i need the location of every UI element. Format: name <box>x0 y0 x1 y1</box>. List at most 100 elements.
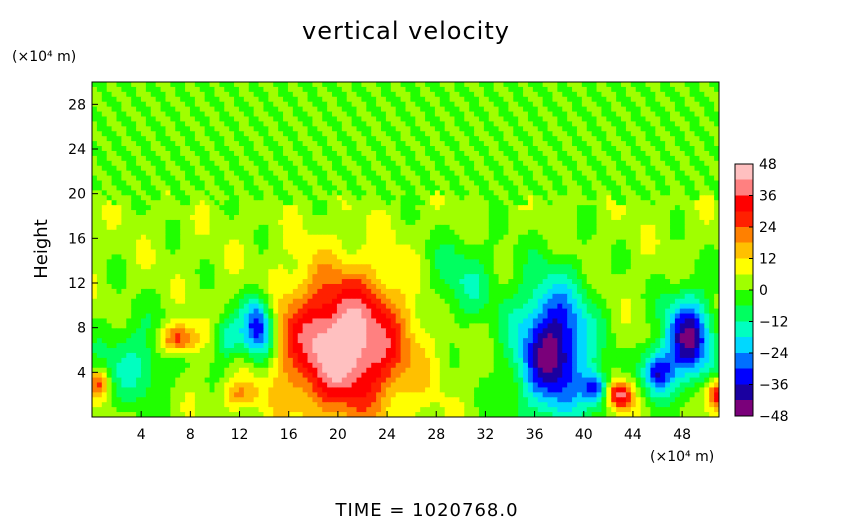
heatmap-cell <box>116 170 122 177</box>
heatmap-cell <box>513 165 519 172</box>
heatmap-cell <box>180 155 186 162</box>
heatmap-cell <box>366 175 372 182</box>
heatmap-cell <box>160 229 167 236</box>
heatmap-cell <box>371 150 377 157</box>
heatmap-cell <box>253 180 260 187</box>
heatmap-cell <box>684 101 691 108</box>
heatmap-cell <box>180 101 186 108</box>
heatmap-cell <box>635 96 642 103</box>
heatmap-cell <box>469 175 475 182</box>
heatmap-cell <box>194 180 201 187</box>
heatmap-cell <box>670 111 676 118</box>
heatmap-cell <box>606 131 612 137</box>
heatmap-cell <box>537 121 544 127</box>
heatmap-cell <box>126 244 132 251</box>
heatmap-cell <box>101 86 108 93</box>
heatmap-cell <box>287 136 294 142</box>
heatmap-cell <box>552 195 558 201</box>
heatmap-cell <box>376 185 382 191</box>
heatmap-cell <box>660 259 666 265</box>
heatmap-cell <box>513 136 519 142</box>
heatmap-cell <box>131 96 137 103</box>
heatmap-cell <box>650 91 656 98</box>
heatmap-cell <box>243 131 250 137</box>
heatmap-cell <box>263 215 269 221</box>
heatmap-cell <box>513 170 519 177</box>
heatmap-cell <box>248 165 255 172</box>
heatmap-cell <box>292 234 299 241</box>
heatmap-cell <box>351 116 358 123</box>
heatmap-cell <box>101 141 108 147</box>
heatmap-cell <box>635 239 642 246</box>
heatmap-cell <box>503 126 509 132</box>
heatmap-cell <box>312 86 318 93</box>
heatmap-cell <box>621 239 627 246</box>
heatmap-cell <box>655 96 661 103</box>
heatmap-cell <box>273 131 279 137</box>
heatmap-cell <box>611 131 617 137</box>
heatmap-cell <box>96 150 103 157</box>
heatmap-cell <box>684 106 691 113</box>
heatmap-cell <box>209 195 216 201</box>
heatmap-cell <box>116 175 122 182</box>
heatmap-cell <box>694 269 701 275</box>
heatmap-cell <box>243 150 250 157</box>
heatmap-cell <box>263 116 269 123</box>
heatmap-cell <box>665 96 671 103</box>
heatmap-cell <box>361 136 367 142</box>
heatmap-cell <box>493 269 500 275</box>
heatmap-cell <box>606 155 612 162</box>
heatmap-cell <box>238 160 245 167</box>
heatmap-cell <box>395 150 402 157</box>
heatmap-cell <box>395 215 402 221</box>
heatmap-cell <box>665 106 671 113</box>
heatmap-cell <box>670 185 676 191</box>
heatmap-cell <box>199 126 206 132</box>
heatmap-cell <box>552 106 558 113</box>
heatmap-cell <box>292 106 299 113</box>
heatmap-cell <box>204 229 211 236</box>
heatmap-cell <box>170 210 176 216</box>
heatmap-cell <box>92 205 98 211</box>
heatmap-cell <box>160 264 167 270</box>
heatmap-cell <box>527 229 534 236</box>
heatmap-cell <box>660 146 666 152</box>
heatmap-cell <box>474 82 480 88</box>
heatmap-cell <box>341 229 348 236</box>
heatmap-cell <box>508 82 514 88</box>
heatmap-cell <box>714 195 719 201</box>
heatmap-cell <box>537 170 544 177</box>
heatmap-cell <box>459 150 465 157</box>
heatmap-cell <box>542 219 549 226</box>
heatmap-cell <box>429 185 436 191</box>
heatmap-cell <box>116 126 122 132</box>
heatmap-cell <box>645 111 652 118</box>
heatmap-cell <box>165 165 171 172</box>
heatmap-cell <box>175 269 181 275</box>
heatmap-cell <box>140 175 147 182</box>
heatmap-cell <box>684 190 691 196</box>
heatmap-cell <box>390 259 397 265</box>
heatmap-cell <box>415 210 421 216</box>
heatmap-cell <box>410 195 416 201</box>
heatmap-cell <box>317 200 323 206</box>
heatmap-cell <box>376 190 382 196</box>
heatmap-cell <box>248 106 255 113</box>
heatmap-cell <box>234 185 240 191</box>
heatmap-cell <box>665 82 671 88</box>
heatmap-cell <box>674 259 681 265</box>
heatmap-cell <box>131 150 137 157</box>
heatmap-cell <box>709 224 715 231</box>
heatmap-cell <box>199 215 206 221</box>
heatmap-cell <box>214 106 220 113</box>
heatmap-cell <box>537 254 544 260</box>
heatmap-cell <box>385 249 392 256</box>
heatmap-cell <box>175 224 181 231</box>
heatmap-cell <box>459 155 465 162</box>
heatmap-cell <box>385 244 392 251</box>
heatmap-cell <box>101 244 108 251</box>
heatmap-cell <box>175 131 181 137</box>
heatmap-cell <box>425 239 431 246</box>
heatmap-cell <box>332 224 338 231</box>
heatmap-cell <box>429 91 436 98</box>
